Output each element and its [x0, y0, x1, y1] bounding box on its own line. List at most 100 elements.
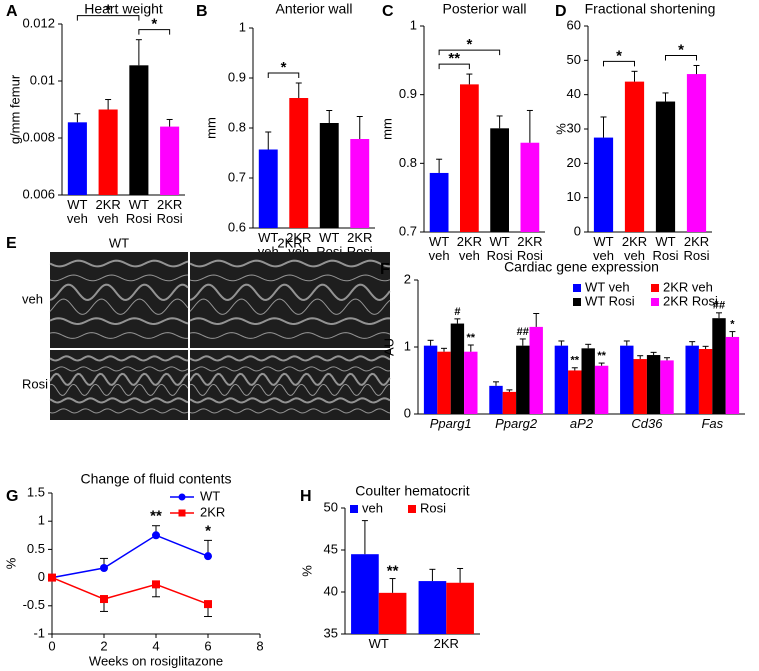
bar	[429, 172, 449, 232]
legend-swatch	[408, 505, 416, 513]
y-axis-label: %	[553, 123, 568, 135]
legend-swatch	[350, 505, 358, 513]
bar	[685, 345, 699, 414]
panel-label: E	[6, 235, 17, 252]
x-axis-label: Weeks on rosiglitazone	[89, 653, 223, 668]
x-tick-label-box: Fas	[701, 417, 724, 431]
bar	[67, 122, 87, 195]
x-tick-label: 4	[152, 638, 159, 653]
x-tick-label: 2	[100, 638, 107, 653]
bar	[446, 582, 474, 634]
chart-title: Change of fluid contents	[81, 471, 232, 487]
y-tick-label: 0.008	[22, 129, 55, 144]
x-tick-label: 2KR veh	[95, 198, 121, 226]
bar	[594, 365, 609, 414]
echo-trace	[49, 332, 189, 339]
y-tick-label: 0	[404, 405, 411, 420]
panel-label: A	[6, 3, 18, 20]
echo-trace	[189, 259, 391, 268]
point	[48, 573, 56, 582]
legend-marker	[178, 493, 186, 501]
y-tick-label: -0.5	[23, 597, 45, 612]
significance-label: **	[467, 332, 476, 344]
y-axis-label: mm	[379, 118, 394, 140]
significance-label: ##	[713, 300, 725, 312]
echo-image	[190, 252, 390, 348]
x-tick-label: 0	[48, 638, 55, 653]
echo-trace	[49, 274, 189, 282]
x-tick-label-box: WT veh	[593, 235, 614, 263]
x-tick-label-box: Pparg1	[430, 417, 472, 431]
legend-label: WT	[200, 488, 220, 503]
significance-label: **	[597, 350, 606, 362]
legend-label: WT veh	[585, 279, 630, 294]
y-tick-label: 20	[567, 155, 581, 170]
bar	[258, 149, 278, 228]
echo-trace	[189, 332, 391, 339]
bar	[350, 139, 370, 228]
x-tick-label: aP2	[569, 417, 594, 431]
y-axis-label: AU	[381, 338, 396, 356]
chart-title: Posterior wall	[442, 1, 526, 17]
x-tick-label-box: 2KR Rosi	[157, 198, 183, 226]
echo-trace	[49, 397, 189, 404]
echo-trace	[189, 283, 391, 301]
bar	[418, 581, 447, 634]
bar	[646, 355, 661, 414]
point	[152, 580, 160, 589]
x-tick-label: Fas	[701, 417, 724, 431]
significance-label: *	[616, 47, 622, 64]
point	[204, 600, 212, 609]
y-tick-label: 1	[410, 17, 417, 32]
significance-label: *	[730, 318, 735, 330]
x-tick-label-box: Cd36	[631, 417, 662, 431]
x-tick-label-box: WT veh	[428, 235, 450, 263]
chart-title: Fractional shortening	[585, 1, 716, 17]
bar	[593, 137, 614, 232]
bar	[516, 345, 530, 414]
y-tick-label: 0.9	[228, 69, 246, 84]
x-tick-label: WT Rosi	[486, 235, 513, 263]
bar	[581, 348, 595, 414]
y-tick-label: 30	[567, 120, 581, 135]
bar	[698, 349, 713, 414]
bar	[529, 326, 543, 414]
legend-swatch	[651, 284, 659, 292]
x-tick-label: WT Rosi	[652, 235, 679, 263]
significance-label: *	[151, 16, 157, 33]
echo-trace	[189, 355, 391, 362]
y-tick-label: 35	[324, 625, 338, 640]
legend-swatch	[573, 284, 581, 292]
y-tick-label: 0.7	[228, 169, 246, 184]
legend-label: 2KR	[200, 504, 225, 519]
significance-label: *	[205, 522, 211, 539]
bar	[568, 370, 582, 414]
echo-trace	[49, 372, 189, 387]
y-tick-label: 50	[567, 52, 581, 67]
bar	[98, 109, 118, 195]
significance-bracket	[76, 15, 140, 21]
legend-label: WT Rosi	[585, 293, 635, 308]
x-tick-label-box: WT Rosi	[652, 235, 679, 263]
legend-swatch	[651, 298, 659, 306]
x-tick-label-box: 2KR Rosi	[517, 235, 543, 263]
line	[51, 534, 209, 579]
bar	[319, 123, 339, 228]
bar	[490, 128, 510, 232]
x-tick-label: WT veh	[593, 235, 614, 263]
panel-label: C	[382, 3, 394, 20]
bar	[160, 126, 180, 195]
bar	[489, 385, 503, 414]
significance-bracket	[438, 63, 470, 70]
row-label: Rosi	[22, 376, 48, 391]
panel-label: H	[300, 488, 312, 505]
x-tick-label: WT veh	[428, 235, 450, 263]
column-label: WT	[109, 235, 129, 250]
echo-trace	[189, 298, 391, 315]
point	[204, 552, 212, 561]
x-tick-label: WT	[368, 637, 389, 651]
echo-image	[50, 252, 188, 348]
x-tick-label: WT Rosi	[125, 198, 152, 226]
y-tick-label: 2	[404, 271, 411, 286]
legend-marker	[178, 509, 186, 517]
